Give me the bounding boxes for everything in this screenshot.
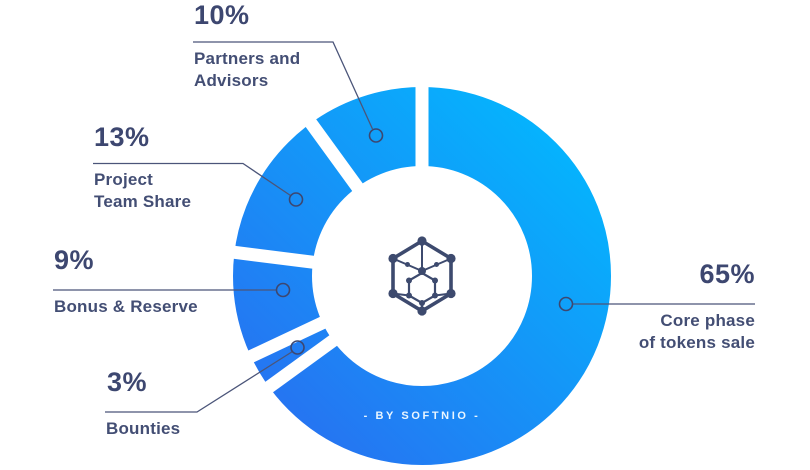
separator-3-9 [240,313,334,367]
callout-label-line: Project [94,170,154,189]
callout-markers [275,128,574,355]
callout-marker-13 [288,192,304,207]
separator-9-13 [224,244,323,270]
callout-pct-partners-advisors: 10% [194,0,250,30]
callout-label-line: Partners and [194,49,301,68]
callout-label-line: of tokens sale [638,333,755,352]
callout-label-line: Advisors [194,71,269,90]
callout-label-line: Bounties [106,419,181,438]
callout-marker-9 [275,282,291,298]
callout-label-line: Team Share [94,192,192,211]
callout-label-core-phase: Core phase of tokens sale [639,310,755,354]
slice-separators [224,78,429,398]
callout-line-13 [93,162,291,197]
separator-top [415,78,429,175]
callout-marker-3 [290,340,305,355]
callout-label-bounties: Bounties [106,418,180,440]
callout-marker-10 [368,128,384,143]
blockchain-cube-icon [388,236,456,316]
separator-65-3 [257,330,345,398]
callout-pct-bonus-reserve: 9% [54,245,95,275]
callout-pct-project-team: 13% [94,122,150,152]
callout-line-3 [105,350,293,413]
callout-label-line: Bonus & Reserve [54,297,198,316]
separator-13-10 [300,111,368,199]
callout-pct-core-phase: 65% [699,259,755,289]
callout-pct-bounties: 3% [107,367,148,397]
callout-label-line: Core phase [660,311,755,330]
callout-label-bonus-reserve: Bonus & Reserve [54,296,198,318]
callout-marker-65 [558,296,574,312]
callout-lines [53,41,755,413]
credit-text: - BY SOFTNIO - [363,410,481,422]
callout-label-partners-advisors: Partners and Advisors [194,48,300,92]
callout-label-project-team: Project Team Share [94,169,191,213]
callout-line-10 [193,41,374,130]
